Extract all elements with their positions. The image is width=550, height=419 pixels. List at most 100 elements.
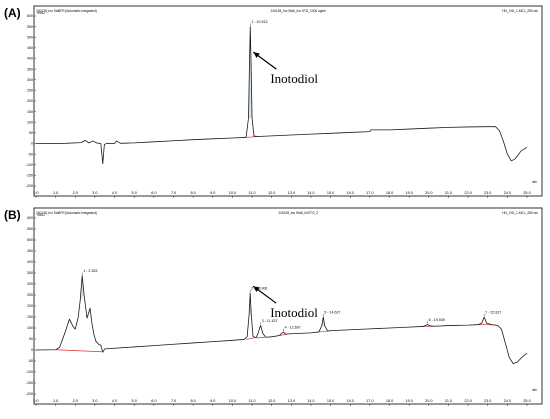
y-tick-label: 150 [27,110,33,114]
x-tick-label: 13.0 [288,191,295,195]
x-tick-label: 24.0 [504,399,511,403]
x-tick-label: 0.0 [33,191,38,195]
x-tick-label: 14.0 [307,399,314,403]
x-tick-label: 14.0 [307,191,314,195]
x-tick-label: 17.0 [366,399,373,403]
peak-label: 5 - 14.627 [324,311,340,315]
panel-label: (B) [4,208,21,222]
y-axis-label: mAU [37,213,45,217]
x-tick-label: 18.0 [386,399,393,403]
x-tick-label: 19.0 [405,399,412,403]
y-tick-label: 550 [27,227,33,231]
x-tick-label: 22.0 [464,191,471,195]
integration-baseline [257,337,265,338]
y-tick-label: 0 [31,348,33,352]
annotation-label: Inotodiol [270,305,318,320]
header-right: HI1_VID_1-MCL_280 nm [502,9,538,13]
x-tick-label: 12.0 [268,191,275,195]
peak-label: 1 - 10.913 [251,20,267,24]
integration-baseline [56,350,102,352]
x-tick-label: 5.0 [132,191,137,195]
y-tick-label: 350 [27,271,33,275]
y-tick-label: 350 [27,67,33,71]
annotation-label: Inotodiol [270,71,318,86]
chromatogram-panel: (B) 240128_Ino Std6FR [Automatic Integrat… [4,208,542,406]
chromatogram-panel: (A) 240128_Ino Std6FR [Automatic Integrat… [4,6,542,198]
chromatogram-trace [36,27,527,164]
peak-label: 1 - 2.353 [83,269,97,273]
y-tick-label: 450 [27,46,33,50]
y-tick-label: 50 [29,131,33,135]
y-tick-label: 600 [27,216,33,220]
header-mid: 240128_Ino Std6_Ino STD_1000 ug/ml [271,9,327,13]
y-tick-label: 0 [31,142,33,146]
y-tick-label: 400 [27,260,33,264]
x-axis-label: min [532,388,537,392]
x-tick-label: 3.0 [92,191,97,195]
x-tick-label: 12.0 [268,399,275,403]
x-tick-label: 4.0 [112,399,117,403]
x-tick-label: 19.0 [405,191,412,195]
y-axis-label: mAU [37,11,45,15]
x-tick-label: 1.0 [53,399,58,403]
y-tick-label: -50 [28,152,33,156]
panel-label: (A) [4,6,21,20]
y-tick-label: 250 [27,89,33,93]
peak-label: 6 - 19.939 [429,318,445,322]
plot-frame [34,6,542,196]
x-tick-label: 2.0 [73,191,78,195]
y-tick-label: 100 [27,326,33,330]
x-tick-label: 9.0 [210,191,215,195]
x-tick-label: 7.0 [171,399,176,403]
y-tick-label: 600 [27,14,33,18]
x-tick-label: 8.0 [190,399,195,403]
x-tick-label: 10.0 [229,399,236,403]
x-tick-label: 24.0 [504,191,511,195]
x-tick-label: 21.0 [445,191,452,195]
annotation-arrow-head [253,52,259,58]
y-tick-label: -200 [26,184,33,188]
y-tick-label: 50 [29,337,33,341]
header-mid: 240128_Ino Std6_INOTO_2 [278,211,318,215]
y-tick-label: -200 [26,392,33,396]
header-left: 240128_Ino Std6FR [Automatic Integrated] [36,211,97,215]
x-tick-label: 23.0 [484,399,491,403]
peak-label: 7 - 22.817 [485,311,501,315]
x-axis-label: min [532,180,537,184]
x-tick-label: 0.0 [33,399,38,403]
integration-baseline [319,331,328,332]
y-tick-label: -50 [28,359,33,363]
x-tick-label: 20.0 [425,399,432,403]
y-tick-label: 550 [27,25,33,29]
x-tick-label: 17.0 [366,191,373,195]
y-tick-label: 500 [27,238,33,242]
y-tick-label: 250 [27,293,33,297]
y-tick-label: 400 [27,57,33,61]
x-tick-label: 15.0 [327,191,334,195]
x-tick-label: 6.0 [151,191,156,195]
y-tick-label: -150 [26,174,33,178]
y-tick-label: 300 [27,282,33,286]
y-tick-label: 450 [27,249,33,253]
y-tick-label: 200 [27,99,33,103]
y-tick-label: 300 [27,78,33,82]
integration-baseline [246,338,254,340]
header-left: 240128_Ino Std6FR [Automatic Integrated] [36,9,97,13]
header-right: HI1_VID_1-MCL_280 nm [502,211,538,215]
x-tick-label: 11.0 [248,191,255,195]
x-tick-label: 4.0 [112,191,117,195]
y-tick-label: 500 [27,35,33,39]
x-tick-label: 7.0 [171,191,176,195]
x-tick-label: 3.0 [92,399,97,403]
y-tick-label: 100 [27,120,33,124]
x-tick-label: 20.0 [425,191,432,195]
x-tick-label: 22.0 [464,399,471,403]
y-tick-label: -150 [26,381,33,385]
x-tick-label: 1.0 [53,191,58,195]
x-tick-label: 10.0 [229,191,236,195]
x-tick-label: 25.0 [523,191,530,195]
x-tick-label: 11.0 [248,399,255,403]
x-tick-label: 25.0 [523,399,530,403]
y-tick-label: 150 [27,315,33,319]
